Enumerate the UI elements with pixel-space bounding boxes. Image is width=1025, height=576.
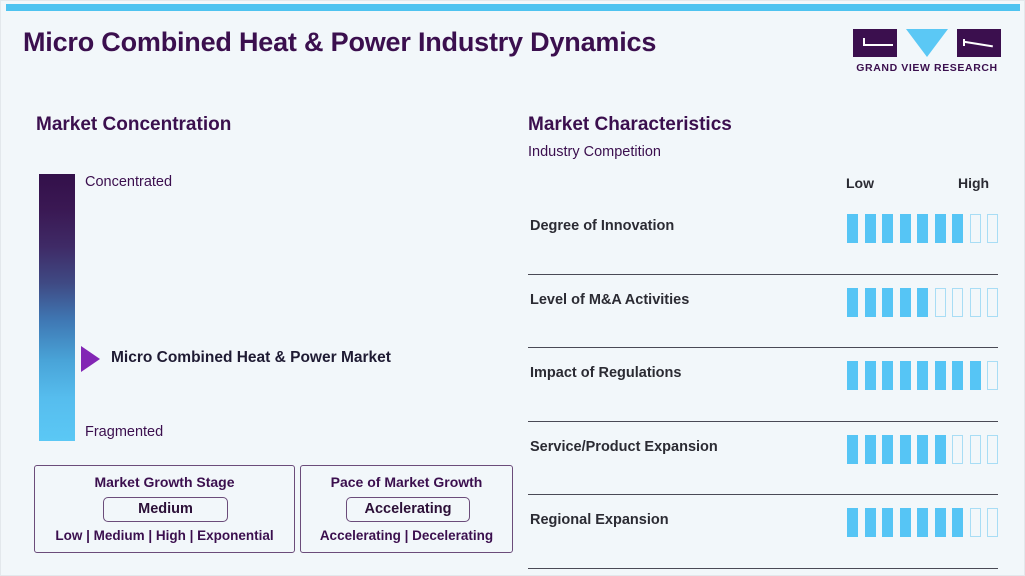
characteristic-row: Degree of Innovation [528,201,998,275]
meter-tick-filled [847,361,858,390]
meter-tick-filled [917,361,928,390]
meter-tick-filled [934,434,946,464]
meter-tick-filled [847,508,858,537]
brand-logo: GRAND VIEW RESEARCH [853,29,1001,77]
characteristic-label: Level of M&A Activities [530,291,690,308]
characteristic-label: Service/Product Expansion [530,438,718,455]
meter-tick-empty [969,214,981,243]
meter-tick-filled [864,361,876,390]
market-position-label: Micro Combined Heat & Power Market [111,349,391,366]
characteristic-row: Level of M&A Activities [528,275,998,348]
meter-tick-filled [917,214,928,243]
meter-tick-filled [899,508,911,537]
characteristic-label: Regional Expansion [530,512,669,528]
concentration-gradient-scale [39,174,75,441]
pace-of-market-growth-options: Accelerating | Decelerating [319,528,494,543]
meter-tick-empty [987,508,998,537]
characteristic-label: Impact of Regulations [530,365,682,381]
logo-wordmark: GRAND VIEW RESEARCH [856,62,998,74]
characteristic-row: Service/Product Expansion [528,422,998,495]
characteristic-label: Degree of Innovation [530,218,675,234]
characteristic-meter [847,214,998,243]
meter-tick-filled [847,214,858,243]
meter-tick-filled [864,287,876,317]
meter-tick-filled [864,508,876,537]
meter-tick-filled [917,508,928,537]
market-position-marker-icon [81,346,100,372]
meter-tick-filled [934,214,946,243]
page-title: Micro Combined Heat & Power Industry Dyn… [23,27,657,57]
characteristic-meter [847,434,998,464]
meter-tick-filled [882,508,893,537]
meter-tick-empty [987,361,998,390]
meter-scale-low-label: Low [846,175,874,191]
characteristic-row: Impact of Regulations [528,348,998,422]
meter-tick-filled [882,214,893,243]
gvr-logo-icon [853,29,1001,59]
meter-scale-high-label: High [958,175,990,191]
meter-tick-filled [847,287,858,317]
meter-tick-filled [899,361,911,390]
meter-tick-filled [864,434,876,464]
pace-of-market-growth-title: Pace of Market Growth [330,474,483,490]
meter-tick-filled [882,287,893,317]
characteristic-meter [847,508,998,537]
meter-tick-filled [969,361,981,390]
market-concentration-heading: Market Concentration [36,114,232,135]
meter-tick-empty [987,287,998,317]
meter-tick-filled [847,434,858,464]
market-characteristics-heading: Market Characteristics [528,114,732,135]
meter-tick-empty [987,214,998,243]
meter-tick-filled [952,508,963,537]
characteristic-meter [847,287,998,317]
meter-tick-filled [934,361,946,390]
characteristic-row: Regional Expansion [528,495,998,569]
market-growth-stage-box: Market Growth Stage Medium Low | Medium … [34,465,295,553]
meter-tick-filled [917,434,928,464]
meter-tick-filled [899,434,911,464]
meter-tick-filled [952,361,963,390]
meter-tick-empty [969,508,981,537]
meter-tick-empty [987,434,998,464]
meter-tick-empty [934,287,946,317]
pace-of-market-growth-box: Pace of Market Growth Accelerating Accel… [300,465,513,553]
top-accent-bar [6,4,1020,11]
logo-block-left [853,29,897,57]
meter-tick-empty [969,434,981,464]
meter-tick-filled [917,287,928,317]
market-characteristics-subheading: Industry Competition [528,144,661,160]
meter-tick-empty [952,434,963,464]
meter-tick-empty [969,287,981,317]
market-growth-stage-value: Medium [103,497,228,522]
characteristic-meter [847,361,998,390]
scale-label-fragmented: Fragmented [85,424,164,440]
logo-triangle-icon [906,29,948,57]
meter-tick-filled [899,287,911,317]
meter-tick-filled [864,214,876,243]
market-growth-stage-title: Market Growth Stage [94,474,235,490]
meter-tick-filled [882,361,893,390]
pace-of-market-growth-value: Accelerating [346,497,470,522]
meter-tick-filled [952,214,963,243]
scale-label-concentrated: Concentrated [85,174,173,190]
meter-tick-empty [952,287,963,317]
market-growth-stage-options: Low | Medium | High | Exponential [55,528,274,543]
market-characteristics-rows: Degree of Innovation Level of M&A Activit… [528,201,998,569]
meter-tick-filled [934,508,946,537]
meter-tick-filled [882,434,893,464]
meter-tick-filled [899,214,911,243]
logo-block-right [957,29,1001,57]
